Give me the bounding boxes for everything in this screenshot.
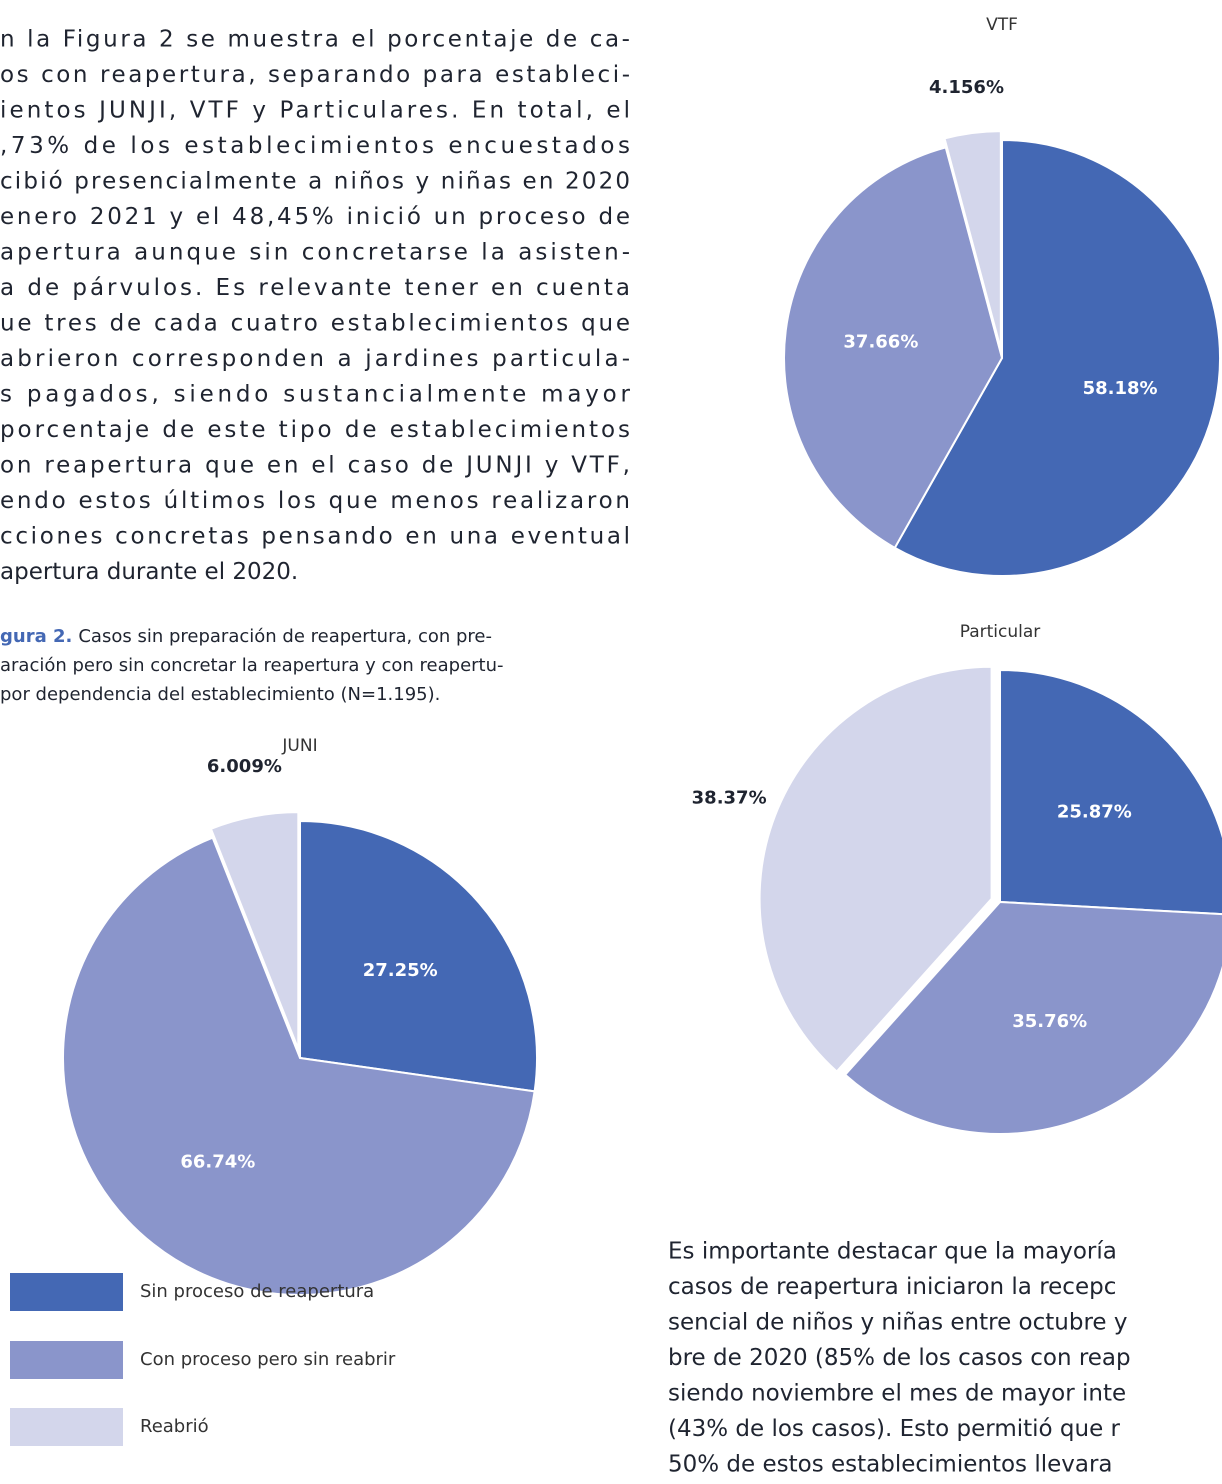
paragraph-line: apertura aunque sin concretarse la asist… bbox=[0, 240, 630, 266]
legend-label: Reabrió bbox=[140, 1416, 209, 1437]
paragraph-line: s pagados, siendo sustancialmente mayor bbox=[0, 382, 631, 408]
slice-label: 27.25% bbox=[363, 960, 438, 981]
pie-title: JUNI bbox=[281, 736, 317, 756]
pie-slice bbox=[62, 836, 536, 1296]
pie-slice bbox=[758, 665, 993, 1073]
paragraph-line: siendo noviembre el mes de mayor inte bbox=[668, 1381, 1126, 1407]
paragraph-line: Es importante destacar que la mayoría bbox=[668, 1239, 1117, 1265]
slice-label: 25.87% bbox=[1057, 802, 1132, 823]
paragraph-line: ,73% de los establecimientos encuestados bbox=[0, 133, 630, 159]
legend-label: Sin proceso de reapertura bbox=[140, 1281, 374, 1302]
paragraph-line: porcentaje de este tipo de establecimien… bbox=[0, 417, 630, 443]
paragraph-line: on reapertura que en el caso de JUNJI y … bbox=[0, 453, 630, 479]
paragraph-line: enero 2021 y el 48,45% inició un proceso… bbox=[0, 204, 630, 230]
caption-label: gura 2. bbox=[0, 626, 72, 647]
caption-line: aración pero sin concretar la reapertura… bbox=[0, 655, 504, 676]
paragraph-line: casos de reapertura iniciaron la recepc bbox=[668, 1274, 1116, 1300]
paragraph-line: 50% de estos establecimientos llevara bbox=[668, 1452, 1113, 1478]
paragraph-line: ientos JUNJI, VTF y Particulares. En tot… bbox=[0, 98, 630, 124]
pie-slice bbox=[843, 900, 1222, 1135]
slice-label: 58.18% bbox=[1083, 378, 1158, 399]
caption-line: gura 2. Casos sin preparación de reapertu… bbox=[0, 626, 492, 647]
slice-label: 37.66% bbox=[843, 332, 918, 353]
pie-slice bbox=[999, 668, 1222, 916]
pie-slice bbox=[299, 819, 538, 1093]
slice-label: 4.156% bbox=[929, 77, 1004, 98]
paragraph-line: os con reapertura, separando para establ… bbox=[0, 62, 630, 88]
slice-label: 38.37% bbox=[692, 787, 767, 808]
pie-slice bbox=[943, 130, 1002, 350]
legend-swatch bbox=[10, 1341, 123, 1379]
paragraph-line: cciones concretas pensando en una eventu… bbox=[0, 524, 630, 550]
paragraph-line: a de párvulos. Es relevante tener en cue… bbox=[0, 275, 630, 301]
paragraph-line: bre de 2020 (85% de los casos con reap bbox=[668, 1345, 1131, 1371]
paragraph-line: apertura durante el 2020. bbox=[0, 559, 298, 585]
slice-label: 66.74% bbox=[180, 1151, 255, 1172]
pie-slice bbox=[783, 146, 1004, 550]
pie-slice bbox=[893, 138, 1221, 577]
caption-text: Casos sin preparación de reapertura, con… bbox=[78, 626, 492, 647]
pie-title: Particular bbox=[960, 622, 1041, 642]
paragraph-line: n la Figura 2 se muestra el porcentaje d… bbox=[0, 27, 630, 53]
paragraph-line: cibió presencialmente a niños y niñas en… bbox=[0, 169, 630, 195]
paragraph-line: (43% de los casos). Esto permitió que r bbox=[668, 1416, 1121, 1442]
legend-swatch bbox=[10, 1408, 123, 1446]
paragraph-line: abrieron corresponden a jardines particu… bbox=[0, 346, 630, 372]
legend-swatch bbox=[10, 1273, 123, 1311]
slice-label: 35.76% bbox=[1012, 1011, 1087, 1032]
paragraph-line: endo estos últimos los que menos realiza… bbox=[0, 488, 630, 514]
paragraph-line: sencial de niños y niñas entre octubre y bbox=[668, 1310, 1127, 1336]
caption-line: por dependencia del establecimiento (N=1… bbox=[0, 684, 440, 705]
pie-slice bbox=[209, 811, 300, 1050]
legend-label: Con proceso pero sin reabrir bbox=[140, 1349, 396, 1370]
pie-title: VTF bbox=[986, 15, 1018, 35]
slice-label: 6.009% bbox=[207, 756, 282, 777]
paragraph-line: ue tres de cada cuatro establecimientos … bbox=[0, 311, 630, 337]
